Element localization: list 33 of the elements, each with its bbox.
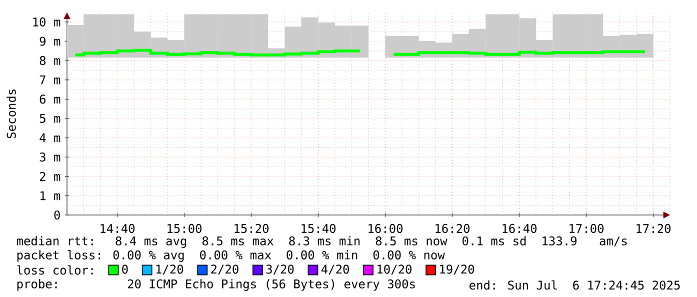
legend-label: 1/20: [156, 264, 184, 275]
y-tick-label: 9 m: [40, 36, 60, 46]
x-tick-label: 15:00: [168, 224, 202, 234]
legend-label: 0: [122, 264, 128, 274]
legend-label: 3/20: [266, 264, 294, 275]
y-tick-label: 3 m: [40, 152, 60, 162]
x-tick-label: 15:40: [302, 224, 336, 234]
x-tick-label: 17:20: [636, 224, 671, 234]
legend-title: loss color:: [17, 265, 93, 275]
x-tick-label: 15:20: [234, 224, 269, 234]
x-tick-label: 16:20: [436, 224, 470, 234]
x-tick-label: 14:40: [100, 224, 135, 234]
y-tick-label: 10 m: [33, 17, 60, 26]
x-tick-label: 17:00: [570, 224, 604, 234]
legend-label: 2/20: [211, 264, 238, 275]
text: packet loss: 0.00 % avg 0.00 % max 0.00 % min 0.00 % now: [17, 250, 445, 262]
y-tick-label: 2 m: [40, 172, 60, 181]
y-tick-label: 5 m: [40, 114, 60, 123]
y-axis-title: Seconds: [6, 90, 16, 138]
x-tick-label: 16:40: [502, 224, 537, 234]
y-tick-label: 1 m: [40, 191, 60, 200]
legend-label: 4/20: [321, 264, 349, 275]
y-tick-label: 4 m: [40, 133, 60, 142]
legend-label: 19/20: [440, 264, 474, 275]
y-tick-label: 0: [54, 210, 60, 220]
y-tick-label: 7 m: [40, 76, 60, 84]
legend-label: 10/20: [378, 264, 412, 275]
y-tick-label: 6 m: [40, 94, 60, 104]
text: probe: 20 ICMP Echo Pings (56 Bytes) every 300s: [17, 279, 415, 291]
text: median rtt: 8.4 ms avg 8.5 ms max 8.3 ms min 8.5 ms now 0.1 ms sd 133.9 am/s: [16, 236, 627, 248]
text: end: Sun Jul 6 17:24:45 2025: [470, 280, 680, 290]
y-tick-label: 8 m: [40, 56, 60, 66]
x-tick-label: 16:00: [368, 224, 403, 234]
